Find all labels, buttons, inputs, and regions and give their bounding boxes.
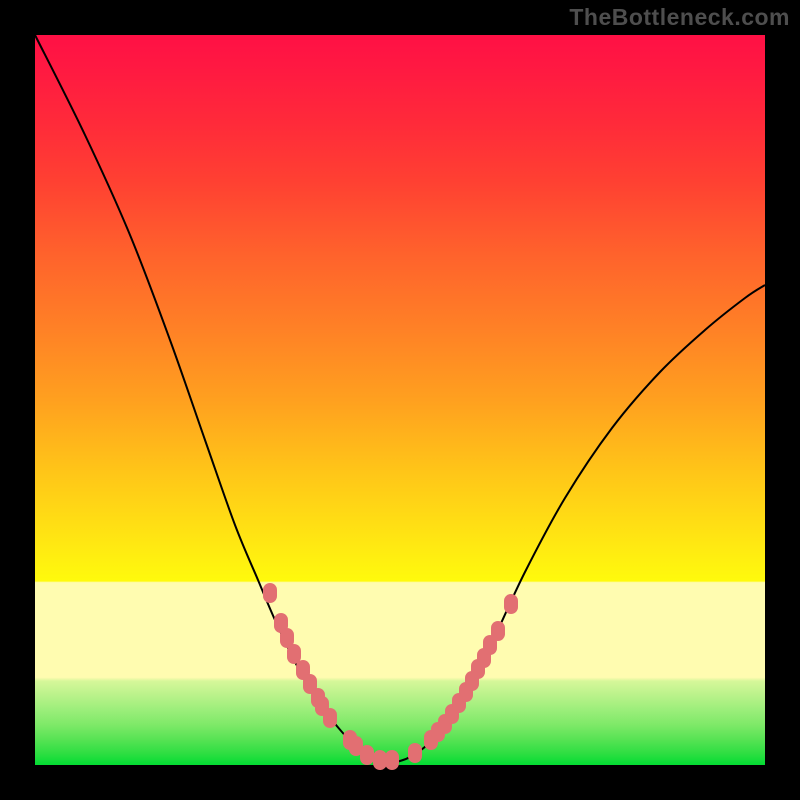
curve-marker <box>491 621 505 641</box>
curve-marker <box>323 708 337 728</box>
watermark-text: TheBottleneck.com <box>569 4 790 31</box>
curve-marker <box>360 745 374 765</box>
bottleneck-chart <box>0 0 800 800</box>
curve-marker <box>287 644 301 664</box>
curve-marker <box>408 743 422 763</box>
curve-marker <box>373 750 387 770</box>
curve-marker <box>504 594 518 614</box>
stage: TheBottleneck.com <box>0 0 800 800</box>
curve-marker <box>263 583 277 603</box>
curve-marker <box>385 750 399 770</box>
plot-background <box>35 35 765 765</box>
